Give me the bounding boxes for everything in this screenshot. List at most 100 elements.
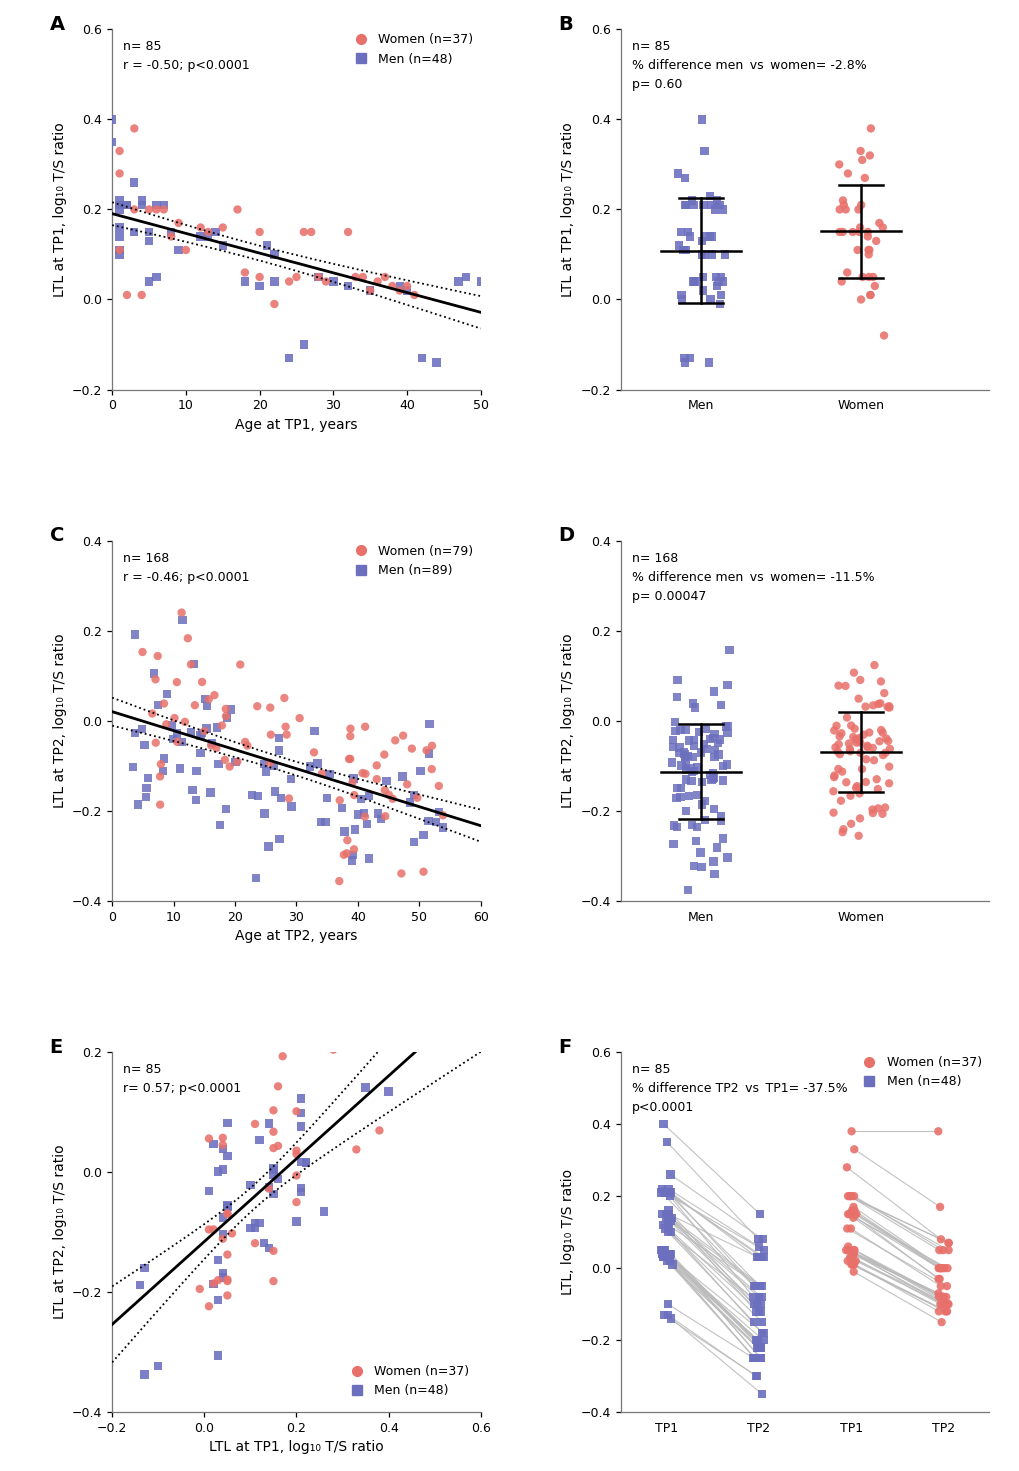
Point: [666, 710, 683, 734]
Point: [243, 1174, 259, 1197]
Point: [714, 197, 731, 221]
Point: [262, 696, 278, 719]
Point: [656, 1239, 673, 1262]
Point: [852, 193, 868, 216]
Point: [659, 1181, 676, 1205]
Point: [277, 715, 293, 738]
Point: [668, 685, 685, 709]
Point: [210, 1034, 226, 1058]
Point: [193, 216, 209, 240]
Point: [851, 781, 867, 805]
Point: [229, 197, 246, 221]
Point: [835, 818, 851, 841]
Point: [685, 728, 701, 752]
Point: [347, 1137, 364, 1161]
Point: [406, 284, 422, 307]
Point: [204, 731, 220, 755]
Point: [845, 660, 861, 684]
Point: [753, 1286, 769, 1309]
Point: [376, 265, 392, 288]
Point: [508, 274, 525, 297]
Point: [688, 269, 704, 293]
Point: [712, 805, 729, 828]
Point: [243, 1217, 259, 1240]
Point: [271, 738, 287, 762]
Point: [177, 238, 194, 262]
Point: [159, 683, 175, 706]
Point: [218, 705, 234, 728]
Point: [751, 1202, 767, 1225]
Point: [283, 794, 300, 818]
Point: [185, 652, 202, 675]
Point: [696, 808, 712, 831]
Point: [217, 697, 233, 721]
Point: [660, 1181, 677, 1205]
Point: [842, 1184, 858, 1208]
Point: [653, 1242, 669, 1265]
Point: [663, 1206, 680, 1230]
Point: [745, 1346, 761, 1370]
Point: [851, 731, 867, 755]
Point: [292, 1087, 309, 1111]
Point: [209, 716, 225, 740]
Point: [707, 265, 723, 288]
Point: [325, 269, 341, 293]
Point: [192, 1277, 208, 1300]
Point: [227, 750, 244, 774]
Point: [350, 803, 366, 827]
Point: [838, 1156, 854, 1180]
Point: [223, 697, 239, 721]
Point: [937, 1299, 954, 1322]
Point: [265, 1099, 281, 1122]
Point: [214, 713, 230, 737]
Point: [197, 687, 213, 710]
Point: [657, 1206, 674, 1230]
Point: [270, 1168, 286, 1192]
Point: [752, 1299, 768, 1322]
Point: [265, 1183, 281, 1206]
Point: [124, 755, 141, 778]
Point: [845, 1239, 861, 1262]
Point: [656, 1217, 673, 1240]
Point: [369, 802, 385, 825]
Point: [934, 1239, 951, 1262]
Text: A: A: [50, 15, 64, 34]
Point: [137, 1362, 153, 1386]
Point: [717, 715, 734, 738]
Point: [169, 730, 185, 753]
Point: [266, 243, 282, 266]
Point: [830, 725, 847, 749]
Point: [126, 171, 143, 194]
Point: [265, 1158, 281, 1181]
Point: [842, 784, 858, 808]
Point: [154, 759, 170, 783]
Point: [292, 1102, 309, 1125]
Point: [749, 1328, 765, 1352]
Point: [428, 811, 444, 834]
Point: [265, 1136, 281, 1159]
Point: [319, 787, 335, 811]
Point: [675, 238, 691, 262]
Point: [653, 1239, 669, 1262]
Point: [421, 741, 437, 765]
Point: [753, 1311, 769, 1334]
Point: [844, 1242, 860, 1265]
Point: [148, 193, 164, 216]
Point: [695, 733, 711, 756]
Point: [153, 752, 169, 775]
X-axis label: Age at TP1, years: Age at TP1, years: [235, 418, 358, 432]
Point: [189, 759, 205, 783]
Point: [660, 1242, 677, 1265]
Point: [214, 216, 230, 240]
Point: [704, 762, 720, 786]
Point: [423, 758, 439, 781]
Point: [860, 265, 876, 288]
Point: [933, 1256, 950, 1280]
Point: [187, 788, 204, 812]
Point: [840, 1239, 856, 1262]
Point: [935, 1256, 952, 1280]
Point: [450, 269, 467, 293]
Point: [839, 1184, 855, 1208]
Point: [393, 862, 410, 886]
Point: [141, 221, 157, 244]
